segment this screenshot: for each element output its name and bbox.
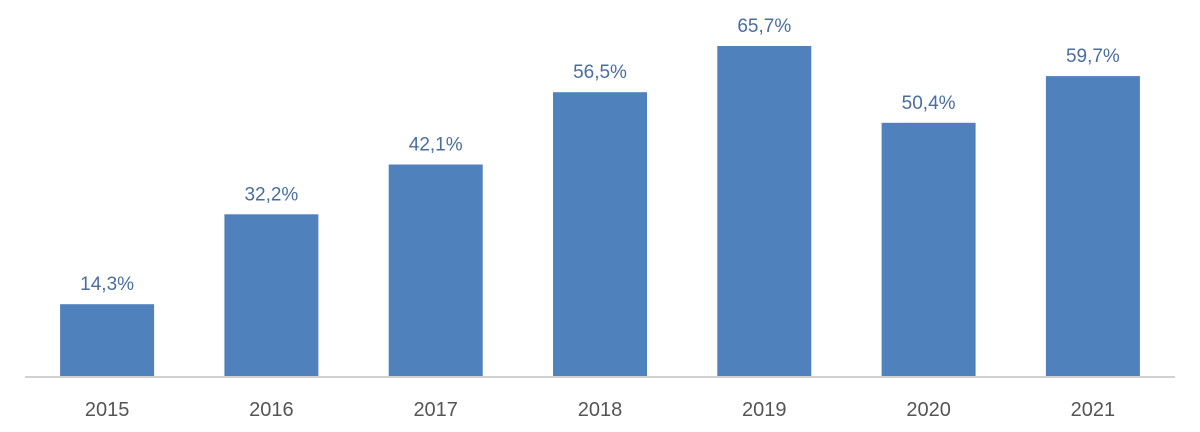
x-tick-label-2018: 2018 — [578, 399, 623, 421]
bar-2017 — [388, 164, 483, 376]
x-tick-labels-group: 2015 2016 2017 2018 2019 2020 2021 — [85, 399, 1115, 421]
bar-2016 — [224, 214, 319, 376]
data-label-2015: 14,3% — [80, 274, 134, 295]
data-label-2017: 42,1% — [409, 135, 463, 156]
bar-2015 — [60, 304, 155, 376]
x-tick-label-2020: 2020 — [906, 399, 951, 421]
x-tick-label-2021: 2021 — [1071, 399, 1116, 421]
x-tick-label-2017: 2017 — [413, 399, 458, 421]
data-label-2019: 65,7% — [737, 16, 791, 37]
x-tick-label-2016: 2016 — [249, 399, 294, 421]
x-tick-label-2019: 2019 — [742, 399, 787, 421]
bar-2021 — [1045, 76, 1140, 376]
bar-2019 — [717, 46, 812, 376]
data-label-2020: 50,4% — [902, 93, 956, 114]
x-tick-label-2015: 2015 — [85, 399, 130, 421]
bars-group — [60, 46, 1140, 376]
data-label-2016: 32,2% — [244, 184, 298, 205]
bar-2020 — [881, 122, 976, 376]
data-label-2018: 56,5% — [573, 62, 627, 83]
bar-2018 — [553, 92, 647, 376]
data-labels-group: 14,3% 32,2% 42,1% 56,5% 65,7% 50,4% 59,7% — [80, 16, 1120, 295]
data-label-2021: 59,7% — [1066, 46, 1120, 67]
